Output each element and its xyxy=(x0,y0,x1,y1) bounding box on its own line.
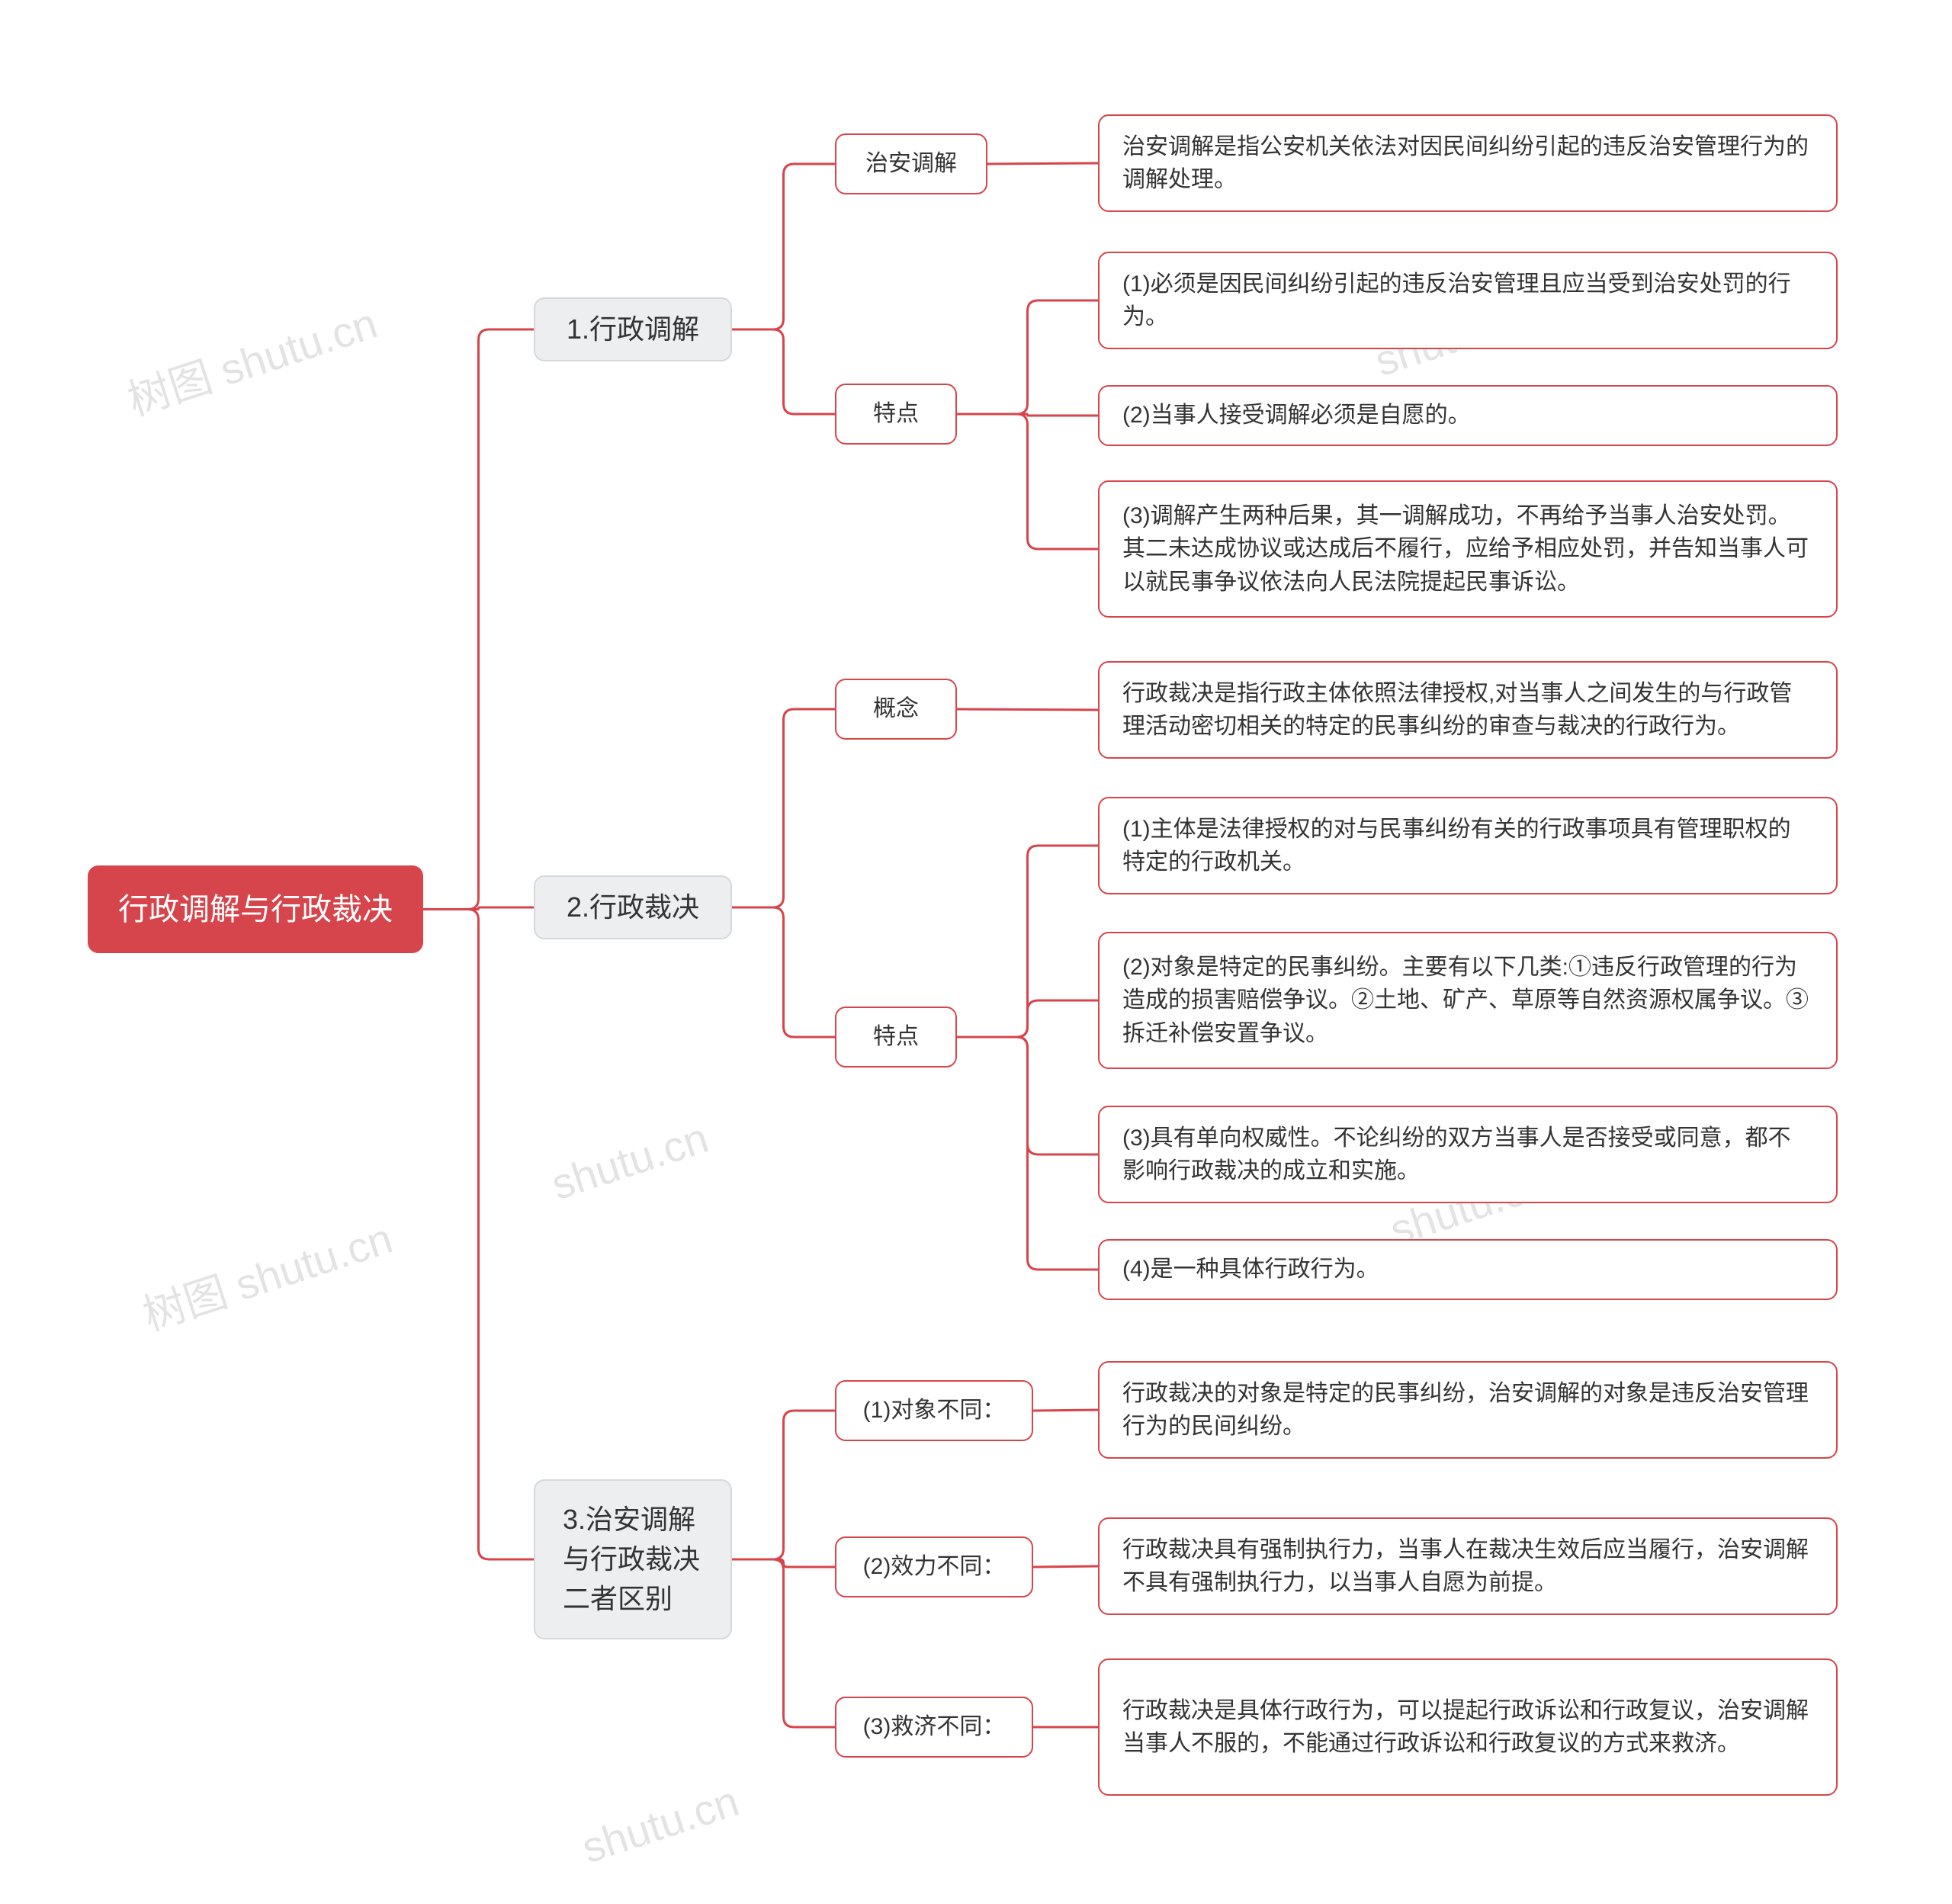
leaf-node[interactable]: 行政裁决的对象是特定的民事纠纷，治安调解的对象是违反治安管理行为的民间纠纷。 xyxy=(1098,1361,1838,1459)
sub-node[interactable]: (3)救济不同： xyxy=(835,1697,1033,1758)
watermark: shutu.cn xyxy=(576,1776,744,1873)
topic-label: 2.行政裁决 xyxy=(567,888,699,927)
root-label: 行政调解与行政裁决 xyxy=(118,888,393,932)
leaf-text: 行政裁决的对象是特定的民事纠纷，治安调解的对象是违反治安管理行为的民间纠纷。 xyxy=(1122,1377,1813,1443)
topic-label: 1.行政调解 xyxy=(567,310,699,349)
leaf-text: (3)具有单向权威性。不论纠纷的双方当事人是否接受或同意，都不影响行政裁决的成立… xyxy=(1122,1122,1813,1188)
sub-label: 特点 xyxy=(873,397,919,431)
leaf-text: 行政裁决具有强制执行力，当事人在裁决生效后应当履行，治安调解不具有强制执行力，以… xyxy=(1122,1533,1813,1600)
leaf-text: (4)是一种具体行政行为。 xyxy=(1122,1253,1379,1286)
topic-node[interactable]: 1.行政调解 xyxy=(534,297,732,361)
watermark: 树图 shutu.cn xyxy=(119,290,384,429)
sub-label: 特点 xyxy=(873,1020,919,1054)
sub-node[interactable]: 特点 xyxy=(835,384,957,445)
leaf-text: 治安调解是指公安机关依法对因民间纠纷引起的违反治安管理行为的调解处理。 xyxy=(1122,130,1813,197)
sub-node[interactable]: 特点 xyxy=(835,1007,957,1068)
topic-label: 3.治安调解与行政裁决二者区别 xyxy=(563,1500,703,1620)
leaf-node[interactable]: (1)必须是因民间纠纷引起的违反治安管理且应当受到治安处罚的行为。 xyxy=(1098,252,1838,349)
sub-label: 概念 xyxy=(873,692,919,726)
leaf-node[interactable]: (2)当事人接受调解必须是自愿的。 xyxy=(1098,385,1838,446)
root-node[interactable]: 行政调解与行政裁决 xyxy=(88,865,423,953)
leaf-node[interactable]: 行政裁决是具体行政行为，可以提起行政诉讼和行政复议，治安调解当事人不服的，不能通… xyxy=(1098,1658,1838,1796)
leaf-node[interactable]: (3)具有单向权威性。不论纠纷的双方当事人是否接受或同意，都不影响行政裁决的成立… xyxy=(1098,1106,1838,1203)
sub-node[interactable]: 治安调解 xyxy=(835,133,987,194)
leaf-node[interactable]: (4)是一种具体行政行为。 xyxy=(1098,1239,1838,1300)
sub-node[interactable]: 概念 xyxy=(835,679,957,740)
leaf-node[interactable]: (2)对象是特定的民事纠纷。主要有以下几类:①违反行政管理的行为造成的损害赔偿争… xyxy=(1098,932,1838,1069)
sub-label: (3)救济不同： xyxy=(863,1710,1006,1744)
leaf-text: 行政裁决是具体行政行为，可以提起行政诉讼和行政复议，治安调解当事人不服的，不能通… xyxy=(1122,1694,1813,1761)
sub-label: 治安调解 xyxy=(865,147,957,181)
watermark: 树图 shutu.cn xyxy=(134,1205,400,1344)
topic-node[interactable]: 3.治安调解与行政裁决二者区别 xyxy=(534,1479,732,1639)
leaf-text: 行政裁决是指行政主体依照法律授权,对当事人之间发生的与行政管理活动密切相关的特定… xyxy=(1122,677,1813,743)
topic-node[interactable]: 2.行政裁决 xyxy=(534,875,732,939)
sub-label: (1)对象不同： xyxy=(863,1394,1006,1427)
leaf-text: (1)主体是法律授权的对与民事纠纷有关的行政事项具有管理职权的特定的行政机关。 xyxy=(1122,813,1813,879)
sub-node[interactable]: (2)效力不同： xyxy=(835,1536,1033,1597)
sub-label: (2)效力不同： xyxy=(863,1550,1006,1584)
leaf-text: (2)对象是特定的民事纠纷。主要有以下几类:①违反行政管理的行为造成的损害赔偿争… xyxy=(1122,951,1813,1051)
leaf-text: (3)调解产生两种后果，其一调解成功，不再给予当事人治安处罚。其二未达成协议或达… xyxy=(1122,499,1813,599)
leaf-text: (1)必须是因民间纠纷引起的违反治安管理且应当受到治安处罚的行为。 xyxy=(1122,268,1813,334)
leaf-text: (2)当事人接受调解必须是自愿的。 xyxy=(1122,399,1471,432)
mindmap-canvas: 树图 shutu.cn shutu.cn shutu.cn shutu.cn 树… xyxy=(0,0,1952,1904)
leaf-node[interactable]: (3)调解产生两种后果，其一调解成功，不再给予当事人治安处罚。其二未达成协议或达… xyxy=(1098,480,1838,618)
watermark: shutu.cn xyxy=(545,1113,714,1209)
leaf-node[interactable]: 行政裁决具有强制执行力，当事人在裁决生效后应当履行，治安调解不具有强制执行力，以… xyxy=(1098,1517,1838,1615)
sub-node[interactable]: (1)对象不同： xyxy=(835,1380,1033,1441)
leaf-node[interactable]: (1)主体是法律授权的对与民事纠纷有关的行政事项具有管理职权的特定的行政机关。 xyxy=(1098,797,1838,894)
leaf-node[interactable]: 行政裁决是指行政主体依照法律授权,对当事人之间发生的与行政管理活动密切相关的特定… xyxy=(1098,661,1838,759)
leaf-node[interactable]: 治安调解是指公安机关依法对因民间纠纷引起的违反治安管理行为的调解处理。 xyxy=(1098,114,1838,212)
